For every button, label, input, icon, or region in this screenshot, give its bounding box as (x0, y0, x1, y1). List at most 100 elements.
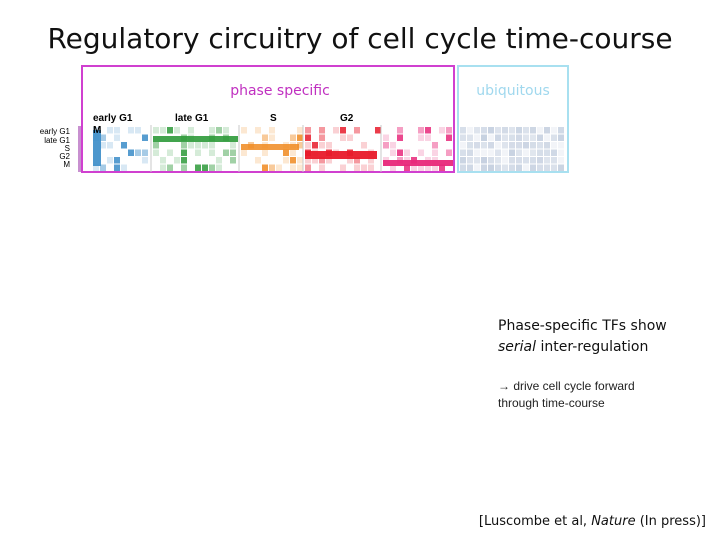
heatmap-cell-ubiquitous (495, 134, 501, 141)
heatmap-cell-ubiquitous (523, 164, 529, 171)
heatmap-cell-early-g1 (142, 134, 148, 141)
col-header-g2: G2 (340, 113, 354, 124)
heatmap-cell-late-g1 (230, 142, 236, 149)
heatmap-cell-s (297, 142, 303, 149)
heatmap-cell-ubiquitous (474, 157, 480, 164)
heatmap-cell-s (241, 149, 247, 156)
heatmap-cell-s (283, 157, 289, 164)
heatmap-cell-s (269, 164, 275, 171)
heatmap-cell-s (269, 127, 275, 134)
col-header-early-g1: early G1 (93, 113, 133, 124)
heatmap-cell-g2 (340, 164, 346, 171)
heatmap-cell-late-g1 (167, 149, 173, 156)
heatmap-cell-g2 (347, 134, 353, 141)
heatmap-cell-ubiquitous (537, 157, 543, 164)
heatmap-cell-m (446, 127, 452, 134)
heatmap-cell-g2 (354, 164, 360, 171)
heatmap-cell-s (283, 149, 289, 156)
heatmap-cell-m (418, 134, 424, 141)
heatmap-cell-m (418, 164, 424, 171)
col-header-m: M (93, 125, 102, 136)
heatmap-cell-ubiquitous (495, 142, 501, 149)
row-header-early-g1: early G1 (39, 127, 70, 136)
heatmap-cell-g2 (305, 157, 311, 164)
heatmap-cell-g2 (354, 127, 360, 134)
heatmap-cell-ubiquitous (551, 164, 557, 171)
heatmap-cell-ubiquitous (530, 164, 536, 171)
heatmap-cell-ubiquitous (523, 142, 529, 149)
heatmap-cell-ubiquitous (488, 157, 494, 164)
arrow-icon: → (498, 379, 510, 393)
heatmap-cell-ubiquitous (544, 164, 550, 171)
heatmap-cell-late-g1 (181, 164, 187, 171)
subtext-line-1-text: drive cell cycle forward (510, 379, 635, 393)
heatmap-cell-s (297, 164, 303, 171)
heatmap-cell-g2 (361, 142, 367, 149)
heatmap-cell-early-g1 (100, 164, 106, 171)
heatmap-cell-g2 (305, 127, 311, 134)
heatmap-cell-ubiquitous (523, 134, 529, 141)
heatmap-cell-m (439, 164, 445, 171)
heatmap-cell-ubiquitous (502, 164, 508, 171)
heatmap-cell-early-g1 (114, 127, 120, 134)
heatmap-cell-m (390, 164, 396, 171)
heatmap-cell-s (269, 134, 275, 141)
heatmap-cell-ubiquitous (467, 164, 473, 171)
heatmap-cell-g2 (368, 157, 374, 164)
heatmap-cell-g2 (333, 127, 339, 134)
row-header-m: M (63, 160, 70, 169)
heatmap-cell-ubiquitous (502, 142, 508, 149)
heatmap-cell-early-g1 (100, 142, 106, 149)
heatmap-cell-s (290, 149, 296, 156)
heatmap-cell-m (446, 134, 452, 141)
heatmap-cell-early-g1 (142, 157, 148, 164)
col-header-s: S (270, 113, 277, 124)
ubiquitous-label: ubiquitous (476, 83, 550, 99)
heatmap-cell-ubiquitous (530, 157, 536, 164)
heatmap-cell-g2 (354, 157, 360, 164)
heatmap-cell-m (439, 127, 445, 134)
heatmap-cell-ubiquitous (495, 164, 501, 171)
subtext-line-2: through time-course (498, 396, 605, 410)
heatmap-cell-s (276, 164, 282, 171)
heatmap-cell-early-g1 (142, 149, 148, 156)
heatmap-cell-s (290, 164, 296, 171)
heatmap-cell-early-g1 (128, 149, 134, 156)
row-header-late-g1: late G1 (44, 136, 70, 145)
row-axis-rail (78, 126, 81, 172)
heatmap-cell-ubiquitous (530, 149, 536, 156)
heatmap-cell-ubiquitous (488, 127, 494, 134)
heatmap-cell-late-g1 (153, 149, 159, 156)
heatmap-cell-ubiquitous (523, 127, 529, 134)
description-text: Phase-specific TFs show serial inter-reg… (498, 316, 667, 358)
heatmap-cell-ubiquitous (544, 127, 550, 134)
heatmap-cell-ubiquitous (502, 134, 508, 141)
heatmap-cell-late-g1 (230, 149, 236, 156)
heatmap-cell-m (418, 127, 424, 134)
description-line-2: serial inter-regulation (498, 337, 667, 358)
heatmap-cell-ubiquitous (481, 149, 487, 156)
heatmap-cell-g2 (375, 127, 381, 134)
heatmap-cell-late-g1 (216, 164, 222, 171)
heatmap-cell-m (432, 164, 438, 171)
heatmap-cell-early-g1 (114, 164, 120, 171)
heatmap-cell-ubiquitous (544, 157, 550, 164)
heatmap-cell-early-g1 (135, 127, 141, 134)
description-line-1: Phase-specific TFs show (498, 318, 667, 334)
heatmap-cell-early-g1 (107, 157, 113, 164)
heatmap-cell-ubiquitous (502, 127, 508, 134)
heatmap-cell-late-g1 (195, 164, 201, 171)
band-m (383, 160, 453, 166)
heatmap-cell-ubiquitous (460, 142, 466, 149)
heatmap-cell-early-g1 (114, 134, 120, 141)
ubiquitous-box (457, 65, 569, 173)
heatmap-cell-g2 (340, 127, 346, 134)
heatmap-cell-m (383, 142, 389, 149)
heatmap-cell-late-g1 (223, 149, 229, 156)
heatmap-cell-late-g1 (153, 142, 159, 149)
heatmap-cell-s (255, 157, 261, 164)
heatmap-cell-ubiquitous (551, 127, 557, 134)
heatmap-cell-ubiquitous (516, 127, 522, 134)
heatmap-cell-late-g1 (202, 164, 208, 171)
heatmap-cell-ubiquitous (460, 157, 466, 164)
